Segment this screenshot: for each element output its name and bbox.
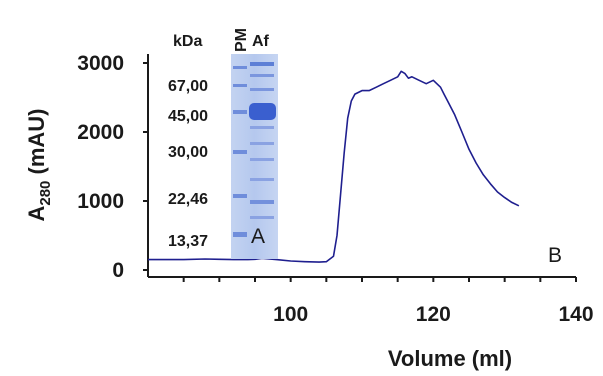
gel-marker-label: 13,37	[168, 233, 208, 250]
marker-band	[233, 110, 247, 114]
y-axis-title: A280 (mAU)	[24, 108, 54, 221]
sample-band-main	[249, 103, 276, 120]
panel-label-b: B	[548, 244, 562, 267]
y-axis-title-main: A	[24, 206, 49, 222]
sample-band	[250, 200, 274, 204]
sample-band	[250, 216, 274, 219]
y-axis-title-subscript: 280	[37, 181, 54, 206]
x-tick-label: 140	[558, 303, 593, 326]
marker-band	[233, 194, 247, 198]
gel-lane-label-pm: PM	[233, 28, 250, 52]
sample-band	[250, 88, 274, 91]
marker-band	[233, 66, 247, 69]
sample-band	[250, 126, 274, 129]
panel-label-a: A	[251, 225, 265, 248]
axes	[147, 54, 576, 278]
gel-marker-label: 45,00	[168, 108, 208, 125]
sample-lane-bands	[249, 62, 276, 219]
gel-kda-header: kDa	[173, 33, 202, 50]
gel-lane-label-af: Af	[252, 33, 270, 50]
y-tick-label: 0	[112, 259, 124, 282]
marker-band	[233, 84, 247, 87]
marker-lane-bands	[233, 66, 247, 237]
sds-page-gel-inset: kDa PM Af 67,00 45,00 30,00 22,46 13,37 …	[168, 28, 278, 259]
sample-band	[250, 158, 274, 161]
y-tick-label: 3000	[77, 52, 124, 75]
sample-band	[250, 62, 274, 66]
x-tick-label: 120	[416, 303, 451, 326]
marker-band	[233, 232, 247, 237]
sample-band	[250, 142, 274, 145]
y-tick-label: 1000	[77, 190, 124, 213]
x-axis-title: Volume (ml)	[388, 346, 512, 371]
x-tick-label: 100	[273, 303, 308, 326]
marker-band	[233, 150, 247, 154]
y-tick-label: 2000	[77, 121, 124, 144]
sample-band	[250, 178, 274, 181]
x-ticks: 100 120 140	[182, 277, 594, 326]
y-axis-title-unit: (mAU)	[24, 108, 49, 180]
gel-marker-label: 67,00	[168, 78, 208, 95]
sample-band	[250, 74, 274, 77]
gel-marker-label: 22,46	[168, 191, 208, 208]
y-ticks: 0 1000 2000 3000	[77, 52, 148, 282]
gel-marker-label: 30,00	[168, 144, 208, 161]
